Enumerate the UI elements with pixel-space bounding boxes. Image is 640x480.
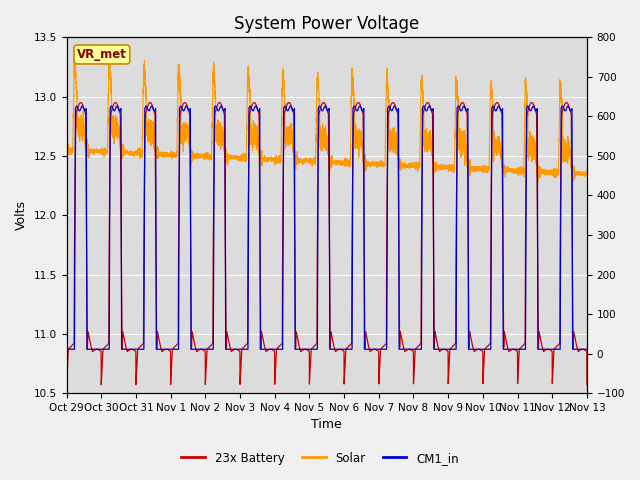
Text: VR_met: VR_met [77, 48, 127, 61]
Solar [63, 147, 70, 153]
23x Battery [555, 342, 563, 348]
Solar [106, 55, 114, 60]
Title: System Power Voltage: System Power Voltage [234, 15, 419, 33]
CM1_in [529, 103, 537, 109]
Line: CM1_in: CM1_in [67, 106, 587, 349]
CM1_in [443, 347, 451, 352]
Solar [561, 145, 569, 151]
Solar [555, 159, 563, 165]
Solar [239, 154, 247, 160]
CM1_in [309, 347, 317, 352]
Line: 23x Battery: 23x Battery [67, 103, 587, 393]
CM1_in [458, 108, 465, 113]
Solar [583, 170, 591, 176]
23x Battery [63, 390, 70, 396]
Solar [458, 139, 465, 144]
23x Battery [239, 345, 247, 350]
CM1_in [555, 347, 563, 352]
Line: Solar: Solar [67, 58, 587, 181]
CM1_in [239, 347, 247, 352]
Y-axis label: Volts: Volts [15, 200, 28, 230]
Solar [443, 165, 451, 170]
23x Battery [493, 100, 501, 106]
CM1_in [63, 347, 70, 352]
Solar [309, 158, 317, 164]
23x Battery [561, 101, 569, 107]
CM1_in [561, 108, 569, 114]
Legend: 23x Battery, Solar, CM1_in: 23x Battery, Solar, CM1_in [177, 447, 463, 469]
23x Battery [443, 348, 451, 353]
23x Battery [309, 345, 317, 350]
X-axis label: Time: Time [311, 419, 342, 432]
23x Battery [458, 100, 465, 106]
Solar [570, 179, 577, 184]
CM1_in [583, 347, 591, 352]
23x Battery [583, 382, 591, 388]
